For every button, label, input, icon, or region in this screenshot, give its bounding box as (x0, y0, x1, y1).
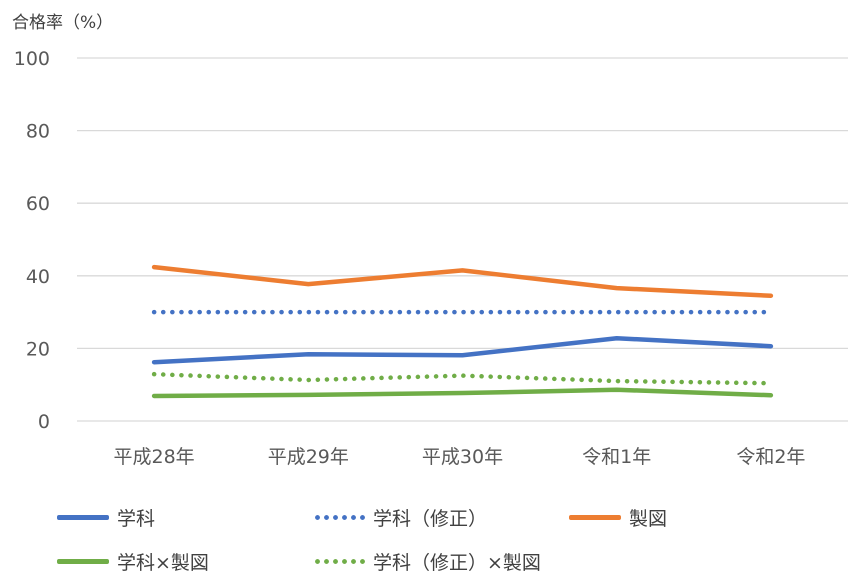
y-tick-label: 80 (26, 121, 50, 143)
y-tick-label: 40 (26, 266, 50, 288)
x-tick-label: 令和2年 (736, 446, 805, 468)
series-line-2 (151, 264, 774, 299)
y-axis-label: 合格率（%） (12, 13, 114, 33)
y-tick-labels: 0 20 40 60 80 100 (14, 48, 50, 433)
y-tick-label: 20 (26, 338, 50, 360)
y-tick-label: 100 (14, 48, 50, 70)
gridlines (77, 57, 848, 422)
x-tick-label: 平成29年 (268, 446, 349, 468)
x-tick-label: 令和1年 (582, 446, 651, 468)
x-tick-label: 平成30年 (422, 446, 503, 468)
y-tick-label: 0 (38, 411, 50, 433)
series-lines (151, 264, 774, 399)
series-line-0 (151, 335, 774, 365)
y-tick-label: 60 (26, 193, 50, 215)
x-tick-labels: 平成28年 平成29年 平成30年 令和1年 令和2年 (114, 446, 806, 468)
x-tick-label: 平成28年 (114, 446, 195, 468)
series-line-3 (151, 387, 774, 399)
series-line-4 (151, 371, 774, 386)
